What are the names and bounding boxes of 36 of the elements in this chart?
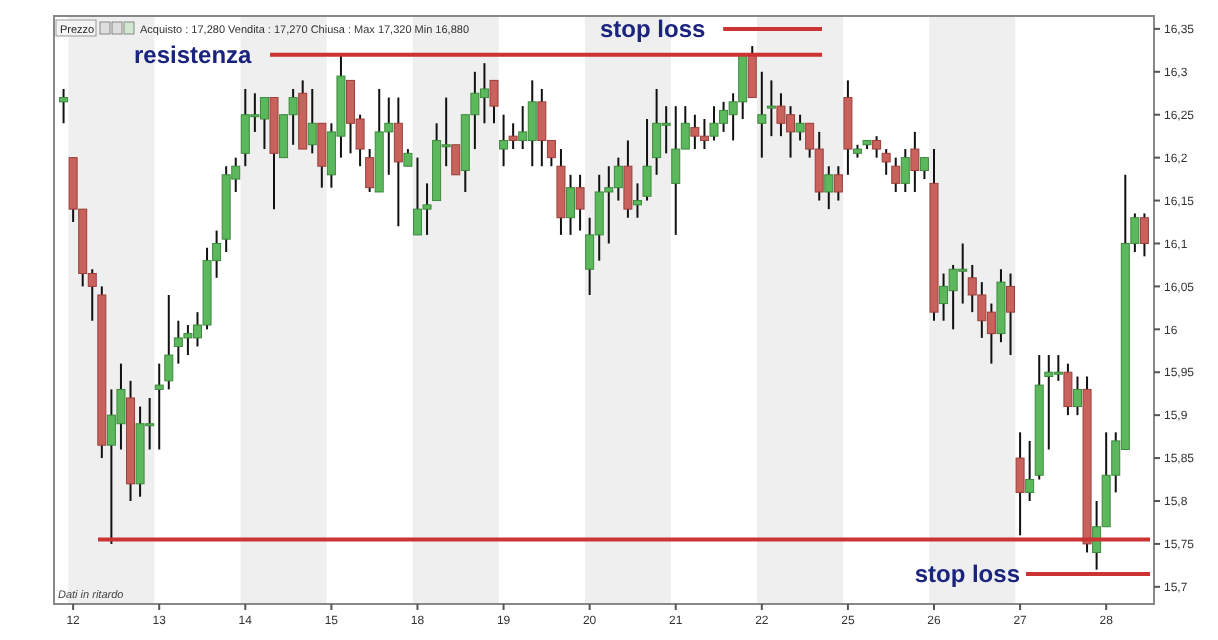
candlestick: [451, 143, 461, 176]
candlestick: [766, 79, 776, 138]
candlestick: [317, 122, 327, 189]
candlestick: [900, 148, 910, 193]
candlestick: [891, 156, 901, 193]
candlestick: [59, 87, 69, 125]
candlestick: [1015, 431, 1025, 537]
candlestick: [881, 148, 891, 176]
candlestick: [154, 362, 164, 451]
candlestick: [1072, 375, 1082, 417]
candlestick: [795, 113, 805, 142]
candlestick: [499, 113, 509, 168]
candlestick: [919, 156, 929, 181]
candlestick: [566, 173, 576, 236]
candlestick: [642, 118, 652, 202]
candlestick: [757, 70, 767, 159]
candlestick: [1063, 362, 1073, 417]
candlestick: [307, 87, 317, 155]
candlestick: [1139, 212, 1149, 258]
ref-line-label: resistenza: [134, 40, 253, 69]
candlestick: [632, 182, 642, 219]
candlestick: [910, 130, 920, 193]
candlestick: [1025, 439, 1035, 502]
candlestick: [872, 135, 882, 159]
ref-line-label: stop loss: [914, 559, 1021, 588]
ref-line-label: stop loss: [600, 14, 706, 43]
candlestick: [824, 165, 834, 211]
candlestick: [164, 293, 174, 391]
candlestick: [365, 148, 375, 193]
candlestick: [833, 165, 843, 202]
candlestick: [1006, 272, 1016, 357]
candlestick: [489, 79, 499, 125]
candlestick: [575, 173, 585, 232]
candlestick: [623, 139, 633, 219]
candlestick: [747, 45, 757, 99]
candlestick: [393, 96, 403, 228]
